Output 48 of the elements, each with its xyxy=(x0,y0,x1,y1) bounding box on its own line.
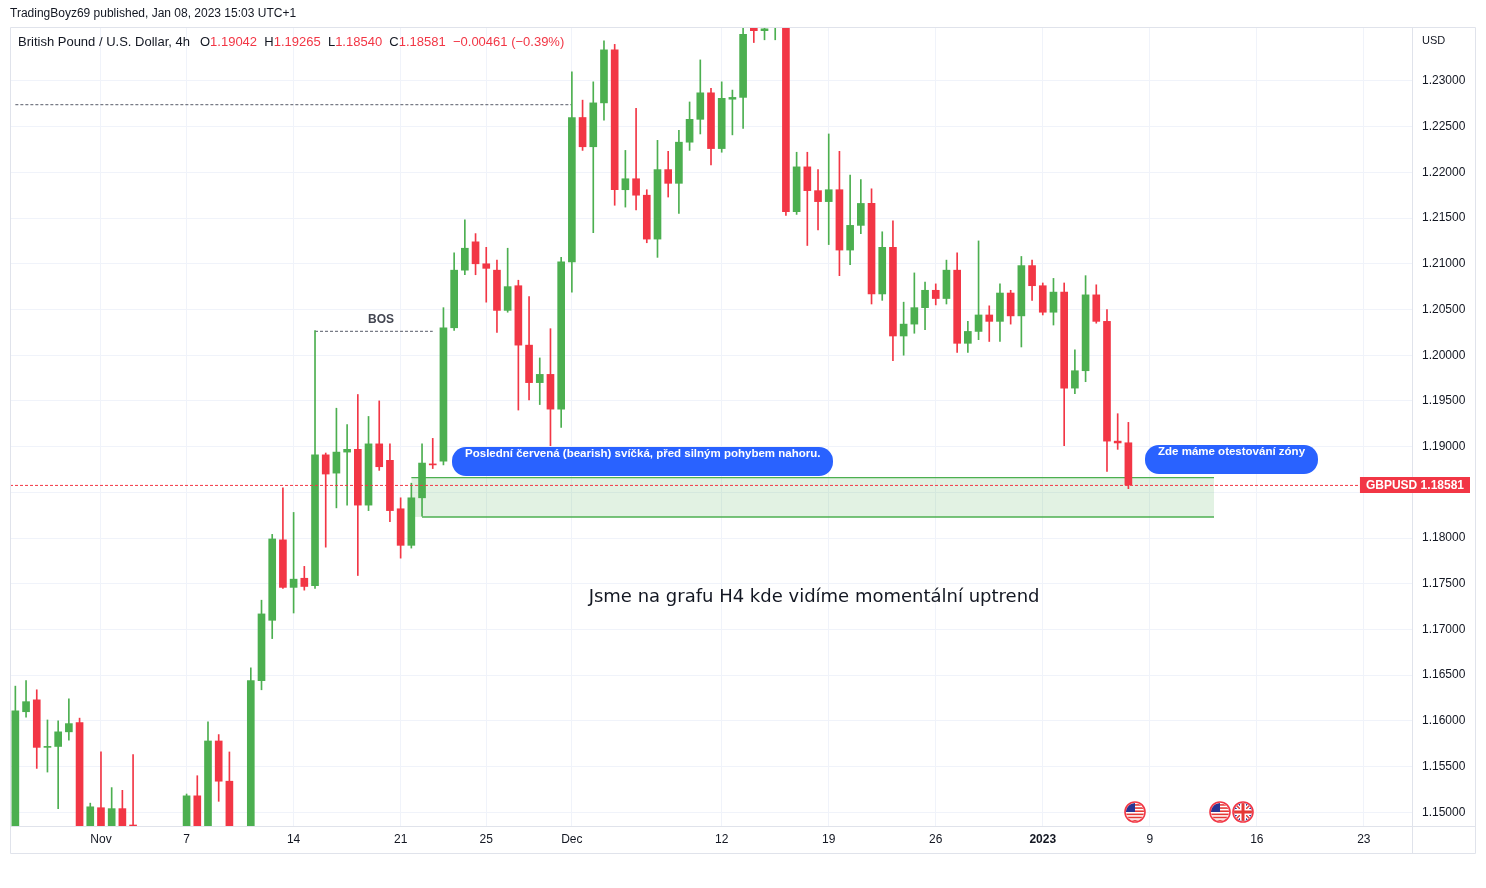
y-tick-label: 1.22000 xyxy=(1422,164,1466,179)
y-tick-label: 1.18000 xyxy=(1422,530,1466,545)
text: O1.19042 H1.19265 L1.18540 C1.18581 −0.00461 (−0.39%) xyxy=(199,33,565,49)
x-tick-label: 9 xyxy=(1146,831,1154,846)
candlestick xyxy=(343,424,351,506)
candlestick xyxy=(54,720,62,809)
candlestick xyxy=(632,108,640,211)
y-tick-label: 1.23000 xyxy=(1422,73,1466,88)
x-tick-label: 12 xyxy=(715,831,729,846)
y-tick-label: 1.17500 xyxy=(1422,576,1466,591)
x-tick-label: 14 xyxy=(286,831,301,846)
text: TradingBoyz69 published, Jan 08, 2023 15:03 UTC+1 xyxy=(10,6,297,21)
candlestick xyxy=(824,133,833,245)
x-tick-label: 2023 xyxy=(1029,831,1057,846)
x-tick-label: 26 xyxy=(929,831,943,846)
y-tick-label: 1.17000 xyxy=(1422,621,1466,636)
annotation: BOS xyxy=(367,311,394,326)
ref-line-label: GBPUSD 1.18581 xyxy=(1365,477,1465,492)
annotation: Poslední červená (bearish) svíčká, před silným pohybem nahoru. xyxy=(452,447,834,477)
candlestick xyxy=(65,698,73,741)
candlestick xyxy=(535,357,544,405)
x-tick-label: Dec xyxy=(561,831,583,846)
candlestick xyxy=(803,151,812,246)
x-tick-label: 7 xyxy=(183,831,191,846)
y-tick-label: 1.21000 xyxy=(1422,256,1466,271)
text: British Pound / U.S. Dollar, 4h xyxy=(18,33,190,49)
y-tick-label: 1.15500 xyxy=(1422,758,1466,773)
x-tick-label: 25 xyxy=(479,831,494,846)
y-tick-label: 1.20000 xyxy=(1422,347,1466,362)
x-tick-label: 19 xyxy=(822,831,836,846)
y-tick-label: 1.16500 xyxy=(1422,667,1466,682)
y-tick-label: 1.19500 xyxy=(1422,393,1466,408)
x-tick-label: 23 xyxy=(1357,831,1371,846)
y-axis-title: USD xyxy=(1422,34,1446,47)
candlestick xyxy=(985,305,994,342)
x-tick-label: 21 xyxy=(393,831,408,846)
y-tick-label: 1.19000 xyxy=(1422,438,1466,453)
annotation: Zde máme otestování zóny xyxy=(1145,444,1319,474)
y-tick-label: 1.16000 xyxy=(1422,713,1466,728)
x-tick-label: 16 xyxy=(1250,831,1264,846)
x-tick-label: Nov xyxy=(90,831,112,846)
y-tick-label: 1.22500 xyxy=(1422,118,1466,133)
y-tick-label: 1.15000 xyxy=(1422,804,1466,819)
y-tick-label: 1.21500 xyxy=(1422,210,1466,225)
annotation: Jsme na grafu H4 kde vidíme momentální uptrend xyxy=(587,584,1040,606)
candlestick xyxy=(482,246,491,303)
y-tick-label: 1.20500 xyxy=(1422,301,1466,316)
candlestick xyxy=(814,169,822,231)
